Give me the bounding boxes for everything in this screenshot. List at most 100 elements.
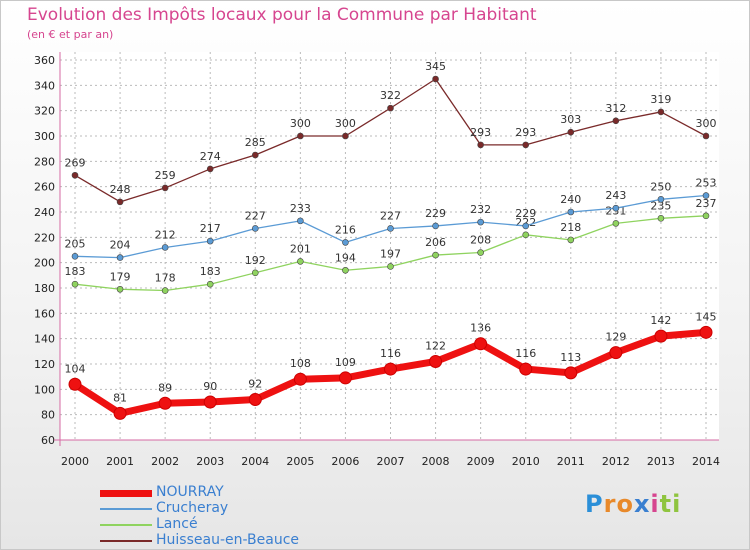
data-point — [612, 117, 620, 125]
data-label: 90 — [203, 380, 217, 393]
y-tick-label: 340 — [34, 79, 55, 92]
data-label: 293 — [470, 126, 491, 139]
y-tick-label: 240 — [34, 206, 55, 219]
data-label: 206 — [425, 236, 446, 249]
data-point — [161, 287, 169, 294]
data-label: 237 — [696, 197, 717, 210]
data-point — [342, 266, 349, 274]
data-label: 116 — [380, 347, 401, 360]
data-label: 142 — [650, 314, 671, 327]
data-label: 300 — [335, 117, 356, 130]
y-tick-label: 160 — [34, 307, 55, 320]
logo-letter: x — [633, 490, 651, 518]
y-tick-label: 280 — [34, 155, 55, 168]
data-label: 259 — [155, 169, 176, 182]
y-tick-label: 80 — [41, 409, 55, 422]
data-label: 92 — [248, 377, 262, 390]
x-tick-label: 2006 — [331, 455, 359, 468]
data-label: 178 — [155, 272, 176, 285]
data-label: 116 — [515, 347, 536, 360]
data-label: 145 — [696, 310, 717, 323]
y-tick-label: 260 — [34, 181, 55, 194]
data-point — [522, 141, 530, 149]
data-point — [161, 244, 169, 251]
data-label: 303 — [560, 113, 581, 126]
legend-label-lance: Lancé — [156, 516, 198, 532]
data-label: 208 — [470, 234, 491, 247]
data-point — [293, 372, 307, 386]
chart-subtitle: (en € et par an) — [27, 28, 114, 41]
data-label: 109 — [335, 356, 356, 369]
data-label: 129 — [605, 331, 626, 344]
data-point — [71, 171, 79, 179]
data-point — [702, 192, 710, 199]
data-point — [702, 212, 710, 220]
data-point — [251, 269, 259, 277]
x-tick-label: 2003 — [196, 455, 224, 468]
data-point — [432, 222, 439, 230]
data-label: 192 — [245, 254, 266, 267]
y-tick-label: 300 — [34, 130, 55, 143]
x-tick-label: 2009 — [467, 455, 495, 468]
data-label: 227 — [245, 209, 266, 222]
data-label: 81 — [113, 391, 127, 404]
data-point — [387, 104, 394, 112]
data-point — [116, 198, 124, 206]
logo-letter: P — [585, 490, 604, 518]
data-label: 205 — [65, 237, 86, 250]
data-label: 212 — [155, 228, 176, 241]
legend-swatch-lance — [100, 524, 152, 526]
data-point — [206, 280, 214, 288]
data-label: 204 — [110, 239, 131, 252]
data-point — [113, 406, 127, 420]
data-point — [567, 208, 575, 216]
x-tick-label: 2012 — [602, 455, 630, 468]
data-point — [384, 362, 397, 376]
data-label: 136 — [470, 322, 491, 335]
data-point — [657, 215, 665, 222]
logo-letter: i — [672, 490, 682, 518]
data-label: 229 — [425, 207, 446, 220]
data-label: 312 — [605, 102, 626, 115]
y-tick-label: 180 — [34, 282, 55, 295]
y-tick-label: 320 — [34, 105, 55, 118]
data-point — [609, 346, 623, 360]
data-point — [297, 217, 304, 225]
data-label: 201 — [290, 242, 311, 255]
data-point — [477, 141, 484, 149]
legend-label-crucheray: Crucheray — [156, 500, 229, 516]
y-tick-label: 60 — [41, 434, 55, 447]
data-point — [477, 249, 484, 256]
x-tick-label: 2008 — [422, 455, 450, 468]
data-label: 122 — [425, 339, 446, 352]
data-point — [699, 325, 713, 339]
data-point — [158, 396, 172, 410]
data-label: 322 — [380, 89, 401, 102]
data-point — [474, 337, 488, 351]
data-point — [297, 132, 304, 140]
data-point — [206, 165, 214, 173]
data-label: 183 — [65, 265, 86, 278]
data-point — [522, 231, 530, 239]
data-point — [432, 75, 439, 83]
x-tick-label: 2002 — [151, 455, 179, 468]
data-point — [702, 132, 710, 140]
legend-swatch-huisseau — [100, 540, 152, 542]
data-point — [519, 362, 533, 376]
data-point — [612, 204, 620, 212]
data-point — [342, 239, 349, 246]
data-label: 285 — [245, 136, 266, 149]
x-tick-label: 2005 — [286, 455, 314, 468]
data-point — [71, 253, 79, 260]
data-point — [116, 285, 124, 293]
data-label: 108 — [290, 357, 311, 370]
data-point — [116, 254, 124, 261]
data-label: 194 — [335, 251, 356, 264]
data-point — [657, 196, 665, 203]
data-point — [251, 225, 259, 232]
data-point — [297, 258, 304, 265]
data-label: 89 — [158, 381, 172, 394]
x-tick-label: 2000 — [61, 455, 89, 468]
legend-label-huisseau: Huisseau-en-Beauce — [156, 532, 300, 548]
